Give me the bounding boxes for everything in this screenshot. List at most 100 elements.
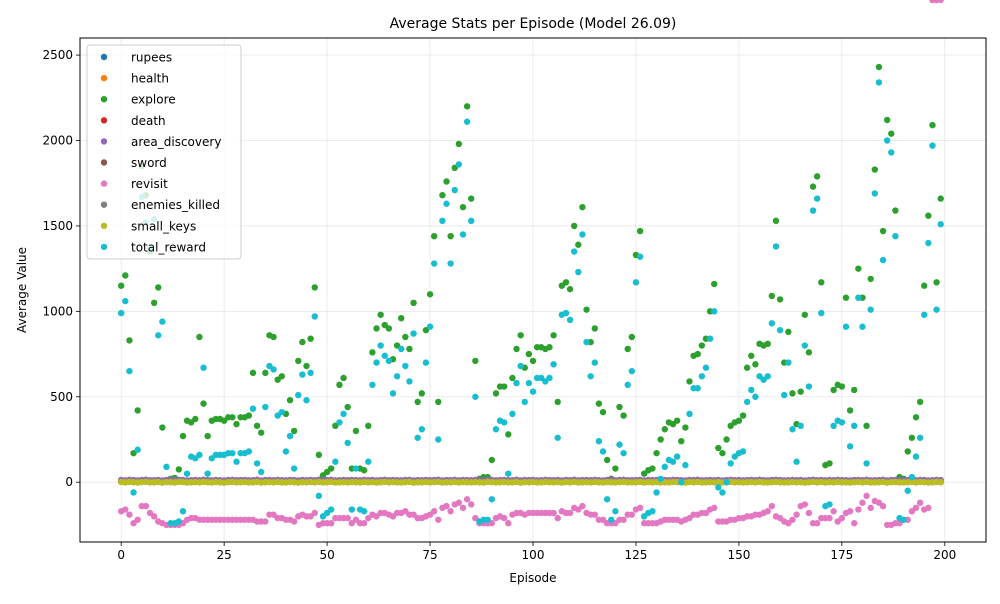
legend-marker [100, 243, 108, 251]
data-point [921, 311, 928, 318]
data-point [830, 508, 837, 515]
data-point [867, 275, 874, 283]
data-point [468, 501, 475, 508]
data-point [488, 456, 496, 464]
data-point [352, 465, 360, 472]
y-tick-label: 1000 [42, 304, 73, 318]
data-point [595, 438, 603, 445]
data-point [426, 291, 434, 298]
data-point [546, 344, 553, 351]
data-point [929, 142, 936, 149]
data-point [867, 306, 874, 313]
data-point [402, 362, 409, 370]
data-point [612, 465, 619, 472]
data-point [435, 398, 442, 406]
data-point [443, 178, 450, 185]
data-point [500, 383, 508, 390]
data-point [295, 391, 302, 399]
data-point [398, 314, 405, 322]
data-point [591, 359, 598, 366]
data-point [303, 362, 310, 370]
data-point [673, 453, 681, 460]
data-points [117, 0, 944, 529]
data-point [855, 506, 862, 513]
data-point [632, 279, 640, 286]
data-point [365, 422, 372, 430]
data-point [328, 465, 335, 472]
data-point [813, 195, 821, 202]
legend-label: revisit [131, 177, 168, 191]
data-point [801, 501, 808, 508]
data-point [723, 479, 730, 486]
data-point [344, 439, 351, 447]
data-point [772, 243, 780, 250]
data-point [554, 514, 561, 522]
data-point [459, 504, 467, 512]
data-point [521, 398, 528, 406]
data-point [583, 338, 590, 346]
data-point [410, 330, 417, 337]
data-point [789, 426, 796, 433]
data-point [159, 424, 166, 431]
data-point [805, 509, 813, 517]
data-point [229, 449, 236, 457]
data-point [925, 212, 932, 219]
data-point [163, 463, 170, 471]
data-point [793, 511, 800, 518]
data-point [406, 345, 413, 353]
data-point [290, 465, 298, 472]
data-point [603, 456, 611, 464]
data-point [669, 458, 677, 465]
data-point [752, 393, 759, 400]
data-point [863, 460, 870, 467]
data-point [509, 410, 516, 418]
y-tick-label: 2000 [42, 134, 73, 148]
data-point [472, 357, 479, 365]
data-point [179, 508, 187, 515]
data-point [933, 279, 940, 286]
data-point [768, 292, 776, 300]
data-point [772, 217, 780, 225]
data-point [826, 514, 833, 522]
data-point [649, 465, 656, 472]
data-point [492, 390, 500, 397]
data-point [262, 403, 269, 411]
data-point [653, 449, 660, 457]
data-point [414, 398, 421, 406]
data-point [406, 378, 413, 385]
data-point [352, 427, 360, 435]
data-point [599, 408, 607, 416]
data-point [426, 323, 434, 330]
data-point [505, 520, 512, 527]
data-point [299, 371, 306, 378]
data-point [653, 489, 660, 496]
data-point [694, 385, 701, 392]
data-point [925, 504, 932, 512]
data-point [842, 323, 850, 330]
data-point [743, 364, 751, 371]
legend-label: sword [131, 156, 167, 170]
data-point [636, 227, 644, 235]
data-point [365, 458, 372, 465]
data-point [369, 381, 376, 389]
data-point [262, 518, 269, 525]
legend-label: area_discovery [131, 135, 221, 149]
data-point [278, 408, 285, 416]
data-point [126, 367, 133, 375]
data-point [686, 410, 693, 418]
data-point [344, 514, 351, 522]
data-point [340, 410, 347, 418]
data-point [916, 499, 924, 506]
data-point [447, 260, 454, 267]
data-point [875, 63, 883, 71]
y-tick-label: 500 [50, 390, 73, 404]
data-point [286, 396, 294, 404]
data-point [447, 232, 454, 240]
data-point [842, 294, 850, 301]
data-point [233, 420, 240, 428]
data-point [624, 345, 631, 353]
data-point [595, 400, 603, 407]
legend-marker [100, 53, 108, 61]
data-point [525, 350, 533, 358]
